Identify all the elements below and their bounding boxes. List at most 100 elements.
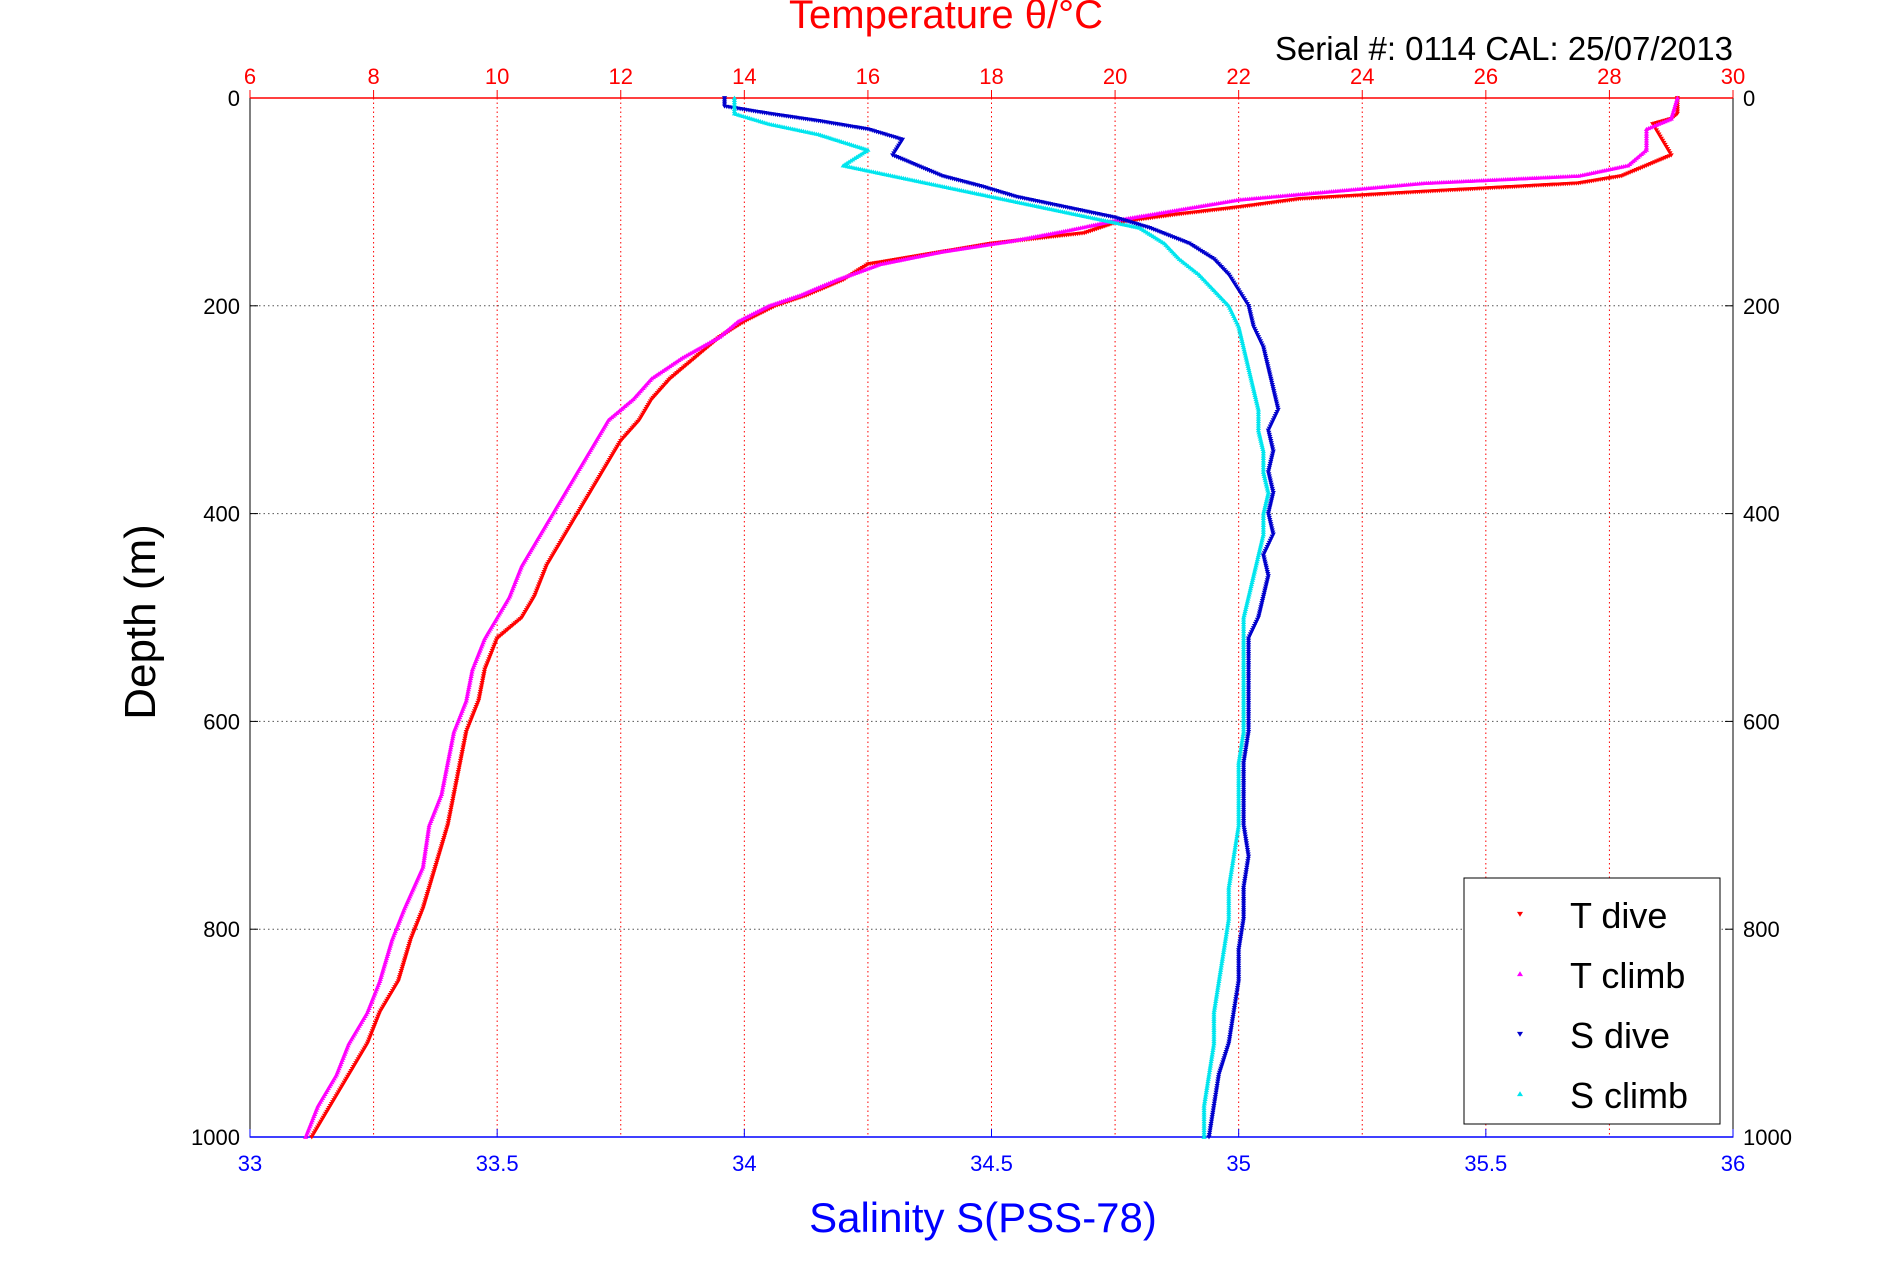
data-point: [423, 840, 430, 845]
data-point: [1257, 434, 1263, 439]
data-point: [1201, 1112, 1207, 1117]
data-point: [447, 747, 453, 752]
data-point: [1245, 663, 1252, 668]
data-point: [1669, 114, 1675, 119]
data-point: [1241, 687, 1247, 692]
data-point: [1245, 729, 1252, 735]
data-point: [1230, 1012, 1236, 1017]
data-point: [1671, 108, 1677, 113]
data-point: [478, 687, 484, 692]
data-point: [1246, 592, 1252, 597]
temperature-tick-label: 12: [609, 64, 633, 89]
data-point: [1257, 544, 1264, 549]
data-point: [1241, 635, 1247, 641]
data-point: [453, 783, 459, 788]
data-point: [1226, 889, 1232, 894]
data-point: [1201, 1119, 1207, 1124]
data-point: [1260, 467, 1266, 472]
data-point: [303, 1134, 309, 1139]
data-point: [1241, 613, 1247, 618]
data-point: [467, 680, 473, 685]
data-point: [1236, 979, 1242, 984]
data-point: [1231, 849, 1238, 854]
data-point: [1236, 762, 1242, 768]
data-point: [1218, 965, 1224, 970]
data-point: [1241, 812, 1247, 817]
data-point: [1212, 1005, 1218, 1010]
data-point: [1245, 680, 1252, 686]
data-point: [1261, 471, 1267, 476]
legend-marker: [1517, 971, 1523, 977]
data-point: [1213, 994, 1220, 999]
data-point: [442, 776, 448, 781]
data-point: [1211, 1014, 1217, 1019]
data-point: [1242, 874, 1248, 879]
data-point: [1228, 869, 1234, 874]
data-point: [1241, 756, 1247, 761]
data-point: [449, 803, 455, 808]
data-point: [1241, 885, 1247, 890]
data-point: [457, 763, 463, 768]
data-point: [1241, 651, 1247, 656]
data-point: [1674, 107, 1680, 112]
data-point: [1206, 1070, 1212, 1075]
data-point: [1211, 1023, 1217, 1028]
data-point: [1211, 1016, 1217, 1021]
data-point: [1230, 1017, 1236, 1022]
data-point: [1251, 390, 1258, 395]
data-point: [1226, 912, 1232, 917]
data-point: [1244, 865, 1250, 870]
data-point: [480, 678, 486, 683]
data-point: [1231, 1010, 1237, 1015]
data-point: [1245, 850, 1251, 855]
data-point: [1201, 1127, 1207, 1133]
data-point: [1240, 919, 1246, 924]
data-point: [1249, 577, 1256, 582]
data-point: [1245, 714, 1252, 719]
data-point: [1236, 324, 1242, 329]
data-point: [1264, 486, 1270, 491]
data-point: [453, 781, 459, 786]
data-point: [1229, 867, 1235, 872]
data-point: [1247, 586, 1254, 591]
data-point: [422, 851, 428, 856]
data-point: [1241, 700, 1247, 705]
data-point: [1226, 914, 1232, 919]
data-point: [1256, 430, 1262, 435]
data-point: [1211, 1030, 1217, 1035]
data-point: [1243, 355, 1249, 360]
data-point: [1213, 1090, 1219, 1095]
data-point: [1218, 963, 1224, 968]
data-point: [1236, 800, 1242, 805]
data-point: [1236, 794, 1242, 799]
data-point: [1216, 1072, 1222, 1077]
data-point: [1223, 934, 1229, 939]
data-point: [1221, 947, 1227, 952]
data-point: [1226, 896, 1232, 901]
data-point: [1235, 825, 1241, 830]
data-point: [1259, 538, 1265, 543]
data-point: [426, 825, 432, 830]
data-point: [377, 976, 383, 981]
data-point: [1236, 972, 1242, 977]
data-point: [1235, 981, 1241, 986]
data-point: [381, 964, 387, 969]
data-point: [1241, 631, 1247, 636]
data-point: [1241, 684, 1247, 690]
data-point: [1201, 1123, 1207, 1128]
data-point: [1236, 326, 1242, 331]
data-point: [1235, 986, 1241, 991]
data-point: [448, 745, 454, 750]
data-point: [379, 972, 385, 977]
data-point: [460, 747, 466, 752]
data-point: [425, 827, 432, 832]
data-point: [1225, 923, 1231, 928]
data-point: [1241, 653, 1247, 658]
data-point: [1236, 756, 1242, 761]
data-point: [1241, 720, 1247, 725]
data-point: [1226, 898, 1232, 903]
data-point: [424, 838, 430, 843]
data-point: [1255, 405, 1261, 410]
data-point: [1230, 860, 1236, 865]
